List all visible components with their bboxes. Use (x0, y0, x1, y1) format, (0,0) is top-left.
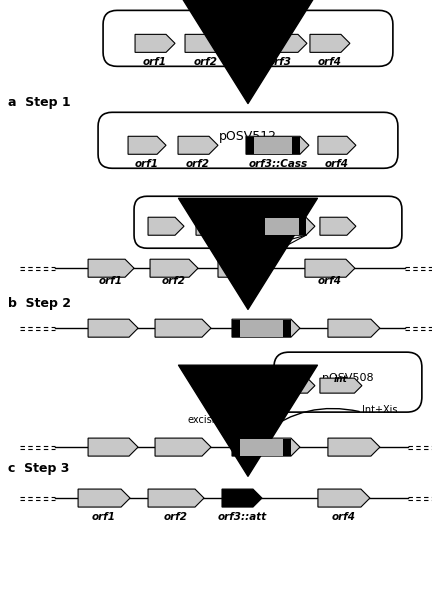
Polygon shape (246, 137, 309, 154)
Polygon shape (196, 217, 234, 235)
Text: pOSV508: pOSV508 (322, 373, 374, 383)
Polygon shape (318, 137, 356, 154)
Polygon shape (320, 217, 356, 235)
Text: orf3::Cass: orf3::Cass (248, 159, 308, 169)
Polygon shape (88, 438, 138, 456)
Polygon shape (318, 489, 370, 507)
Polygon shape (148, 217, 184, 235)
Polygon shape (135, 34, 175, 53)
Polygon shape (247, 137, 254, 154)
Polygon shape (222, 489, 262, 507)
Text: b  Step 2: b Step 2 (8, 297, 71, 310)
Text: int: int (334, 374, 348, 384)
Text: orf4: orf4 (318, 276, 342, 286)
Polygon shape (252, 34, 307, 53)
Text: pOS49.99: pOS49.99 (217, 28, 279, 40)
Polygon shape (240, 320, 283, 336)
Text: xis: xis (293, 374, 307, 384)
Polygon shape (232, 319, 300, 337)
Text: orf1: orf1 (92, 512, 116, 522)
Text: excision: excision (187, 415, 227, 425)
Polygon shape (283, 439, 291, 455)
Polygon shape (218, 259, 270, 277)
Polygon shape (150, 259, 198, 277)
Polygon shape (155, 438, 211, 456)
FancyBboxPatch shape (274, 352, 422, 412)
Text: orf3: orf3 (268, 57, 292, 68)
Polygon shape (128, 137, 166, 154)
Polygon shape (283, 320, 291, 336)
Polygon shape (328, 319, 380, 337)
Polygon shape (185, 34, 227, 53)
Polygon shape (285, 378, 315, 393)
Polygon shape (258, 218, 265, 235)
Polygon shape (232, 439, 240, 455)
Text: c  Step 3: c Step 3 (8, 462, 70, 475)
Text: orf1: orf1 (135, 159, 159, 169)
Text: pOSV513: pOSV513 (239, 212, 297, 225)
Text: orf2: orf2 (194, 57, 218, 68)
Polygon shape (305, 259, 355, 277)
Polygon shape (320, 378, 362, 393)
Polygon shape (310, 34, 350, 53)
Text: orf3::att: orf3::att (217, 512, 267, 522)
Text: orf1: orf1 (99, 276, 123, 286)
FancyBboxPatch shape (134, 196, 402, 248)
Text: orf1: orf1 (143, 57, 167, 68)
Polygon shape (258, 217, 315, 235)
Text: Int+Xis: Int+Xis (362, 405, 397, 415)
Polygon shape (88, 319, 138, 337)
Polygon shape (240, 439, 283, 455)
Polygon shape (232, 320, 240, 336)
Text: orf4: orf4 (332, 512, 356, 522)
Polygon shape (254, 137, 292, 154)
Polygon shape (78, 489, 130, 507)
Text: pOSV512: pOSV512 (219, 130, 277, 143)
Text: orf3: orf3 (232, 276, 256, 286)
FancyBboxPatch shape (103, 10, 393, 66)
Text: a  Step 1: a Step 1 (8, 96, 71, 109)
Text: orf2: orf2 (162, 276, 186, 286)
Text: orf2: orf2 (164, 512, 188, 522)
Polygon shape (299, 218, 306, 235)
Polygon shape (155, 319, 211, 337)
Text: orf2: orf2 (186, 159, 210, 169)
Polygon shape (88, 259, 134, 277)
Polygon shape (265, 218, 299, 235)
Polygon shape (292, 137, 300, 154)
FancyBboxPatch shape (98, 112, 398, 169)
Polygon shape (328, 438, 380, 456)
Text: orf4: orf4 (318, 57, 342, 68)
Polygon shape (232, 438, 300, 456)
Polygon shape (178, 137, 218, 154)
Polygon shape (148, 489, 204, 507)
Text: orf4: orf4 (325, 159, 349, 169)
